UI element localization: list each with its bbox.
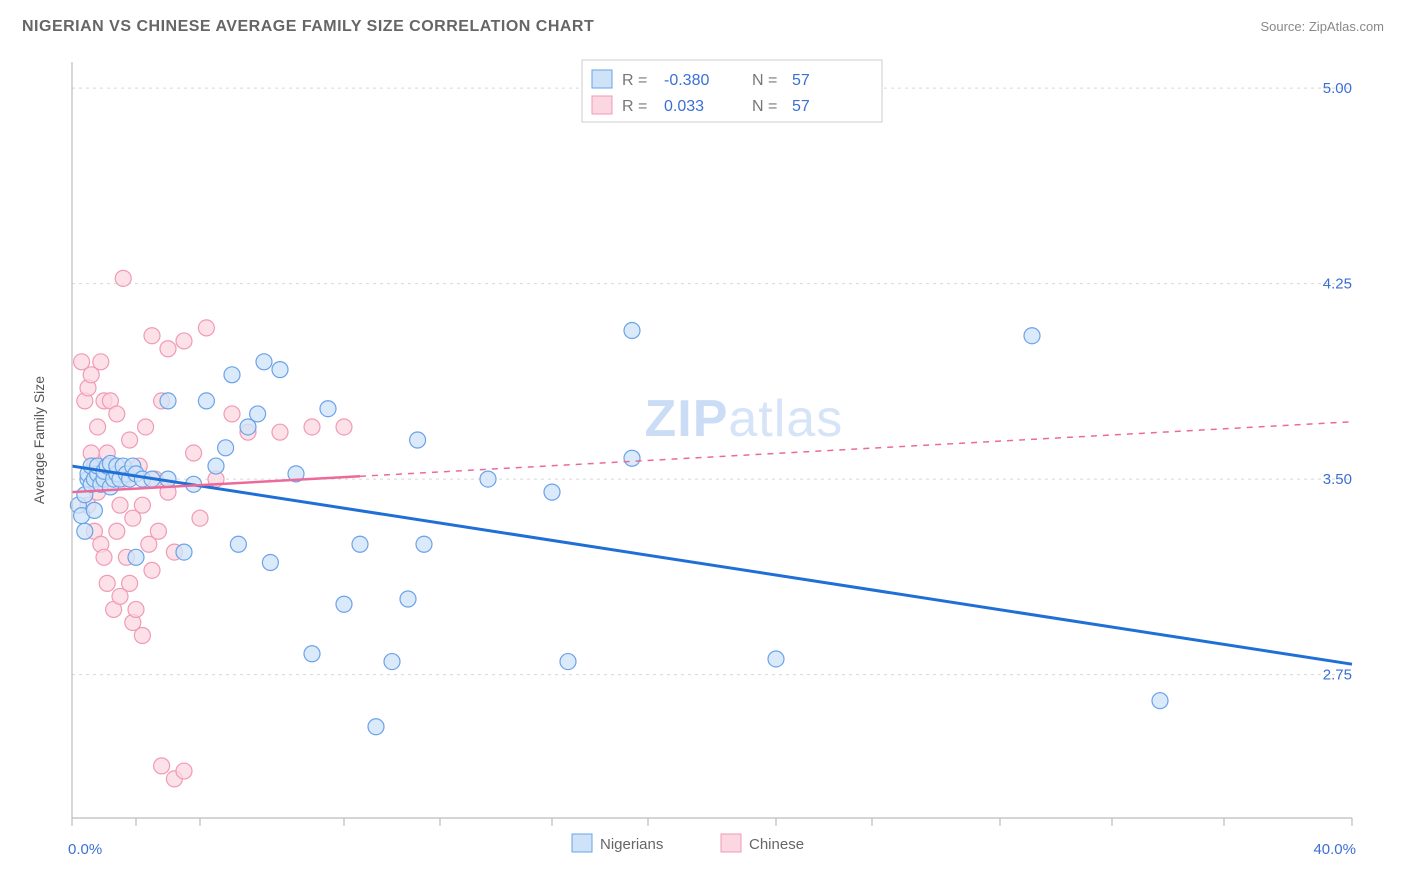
scatter-point xyxy=(304,419,320,435)
legend-series-label: Chinese xyxy=(749,836,804,853)
scatter-point xyxy=(122,432,138,448)
scatter-point xyxy=(134,628,150,644)
scatter-point xyxy=(256,354,272,370)
scatter-point xyxy=(224,367,240,383)
scatter-point xyxy=(384,654,400,670)
legend-n-value: 57 xyxy=(792,72,810,89)
legend-n-label: N = xyxy=(752,72,777,89)
scatter-point xyxy=(218,440,234,456)
scatter-point xyxy=(544,484,560,500)
scatter-point xyxy=(150,523,166,539)
scatter-point xyxy=(198,393,214,409)
y-axis-label: Average Family Size xyxy=(31,376,47,504)
scatter-point xyxy=(224,406,240,422)
scatter-point xyxy=(400,591,416,607)
scatter-point xyxy=(154,758,170,774)
scatter-point xyxy=(1152,693,1168,709)
legend-r-label: R = xyxy=(622,98,647,115)
scatter-point xyxy=(144,328,160,344)
scatter-point xyxy=(304,646,320,662)
scatter-point xyxy=(96,549,112,565)
bottom-legend: Nigerians Chinese xyxy=(572,834,804,853)
legend-swatch xyxy=(572,834,592,852)
y-tick-label: 2.75 xyxy=(1323,667,1352,684)
scatter-point xyxy=(480,471,496,487)
legend-r-value: -0.380 xyxy=(664,72,709,89)
scatter-point xyxy=(109,406,125,422)
scatter-point xyxy=(560,654,576,670)
legend-swatch xyxy=(592,96,612,114)
scatter-point xyxy=(368,719,384,735)
scatter-point xyxy=(128,549,144,565)
stat-legend: R = -0.380 N = 57 R = 0.033 N = 57 xyxy=(582,60,882,122)
scatter-point xyxy=(112,497,128,513)
scatter-point xyxy=(624,323,640,339)
scatter-point xyxy=(134,497,150,513)
scatter-point xyxy=(336,596,352,612)
scatter-point xyxy=(86,502,102,518)
chart-title: NIGERIAN VS CHINESE AVERAGE FAMILY SIZE … xyxy=(22,18,594,36)
trendline-dashed xyxy=(360,422,1352,477)
legend-series-label: Nigerians xyxy=(600,836,663,853)
scatter-chart: 2.75 3.50 4.25 5.00 ZIPatlas 0.0% 40.0% Average… xyxy=(22,48,1384,874)
scatter-point xyxy=(160,393,176,409)
scatter-point xyxy=(176,333,192,349)
scatter-point xyxy=(768,651,784,667)
y-tick-label: 4.25 xyxy=(1323,276,1352,293)
x-tick-label: 40.0% xyxy=(1313,841,1356,858)
scatter-point xyxy=(115,270,131,286)
scatter-point xyxy=(186,445,202,461)
scatter-point xyxy=(272,362,288,378)
scatter-point xyxy=(230,536,246,552)
legend-r-value: 0.033 xyxy=(664,98,704,115)
legend-swatch xyxy=(592,70,612,88)
legend-swatch xyxy=(721,834,741,852)
scatter-point xyxy=(416,536,432,552)
watermark: ZIPatlas xyxy=(644,390,843,448)
legend-n-label: N = xyxy=(752,98,777,115)
legend-r-label: R = xyxy=(622,72,647,89)
scatter-point xyxy=(192,510,208,526)
scatter-point xyxy=(624,450,640,466)
chart-container: 2.75 3.50 4.25 5.00 ZIPatlas 0.0% 40.0% Average… xyxy=(22,48,1384,874)
scatter-point xyxy=(262,555,278,571)
scatter-point xyxy=(99,575,115,591)
scatter-point xyxy=(128,601,144,617)
scatter-point xyxy=(198,320,214,336)
scatter-point xyxy=(77,523,93,539)
scatter-point xyxy=(352,536,368,552)
scatter-point xyxy=(122,575,138,591)
scatter-point xyxy=(176,544,192,560)
scatter-point xyxy=(90,419,106,435)
y-tick-label: 3.50 xyxy=(1323,471,1352,488)
scatter-point xyxy=(208,458,224,474)
y-tick-label: 5.00 xyxy=(1323,80,1352,97)
scatter-point xyxy=(144,562,160,578)
scatter-point xyxy=(138,419,154,435)
scatter-point xyxy=(1024,328,1040,344)
scatter-point xyxy=(160,341,176,357)
x-tick-label: 0.0% xyxy=(68,841,102,858)
scatter-point xyxy=(410,432,426,448)
scatter-point xyxy=(93,354,109,370)
chart-source: Source: ZipAtlas.com xyxy=(1260,19,1384,34)
scatter-point xyxy=(250,406,266,422)
scatter-point xyxy=(272,424,288,440)
legend-n-value: 57 xyxy=(792,98,810,115)
scatter-point xyxy=(336,419,352,435)
scatter-point xyxy=(176,763,192,779)
scatter-point xyxy=(320,401,336,417)
scatter-point xyxy=(109,523,125,539)
